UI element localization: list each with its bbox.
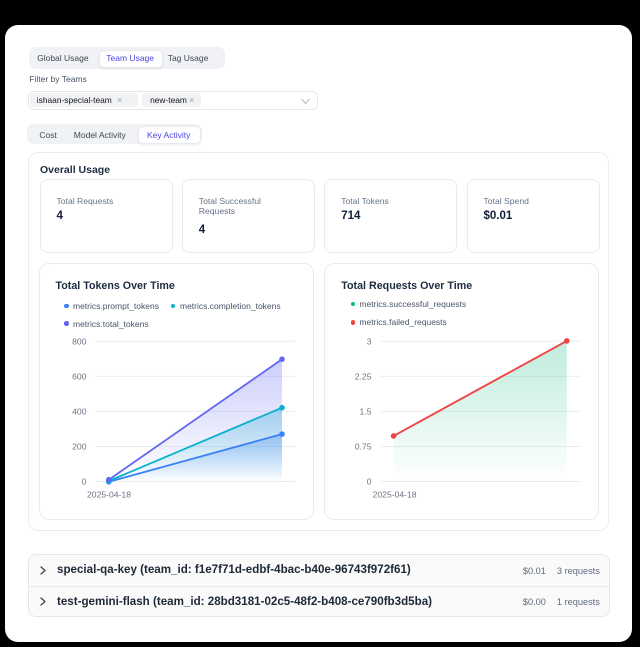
- svg-text:3: 3: [367, 336, 372, 346]
- svg-text:600: 600: [72, 371, 87, 381]
- svg-text:0.75: 0.75: [355, 441, 372, 451]
- svg-text:0: 0: [81, 477, 86, 487]
- svg-text:800: 800: [72, 336, 87, 346]
- svg-text:2025-04-18: 2025-04-18: [87, 490, 131, 500]
- svg-text:0: 0: [367, 477, 372, 487]
- svg-text:2025-04-18: 2025-04-18: [372, 490, 416, 500]
- svg-text:1.5: 1.5: [359, 406, 371, 416]
- svg-text:200: 200: [72, 441, 87, 451]
- svg-text:400: 400: [72, 406, 87, 416]
- svg-text:2.25: 2.25: [355, 371, 372, 381]
